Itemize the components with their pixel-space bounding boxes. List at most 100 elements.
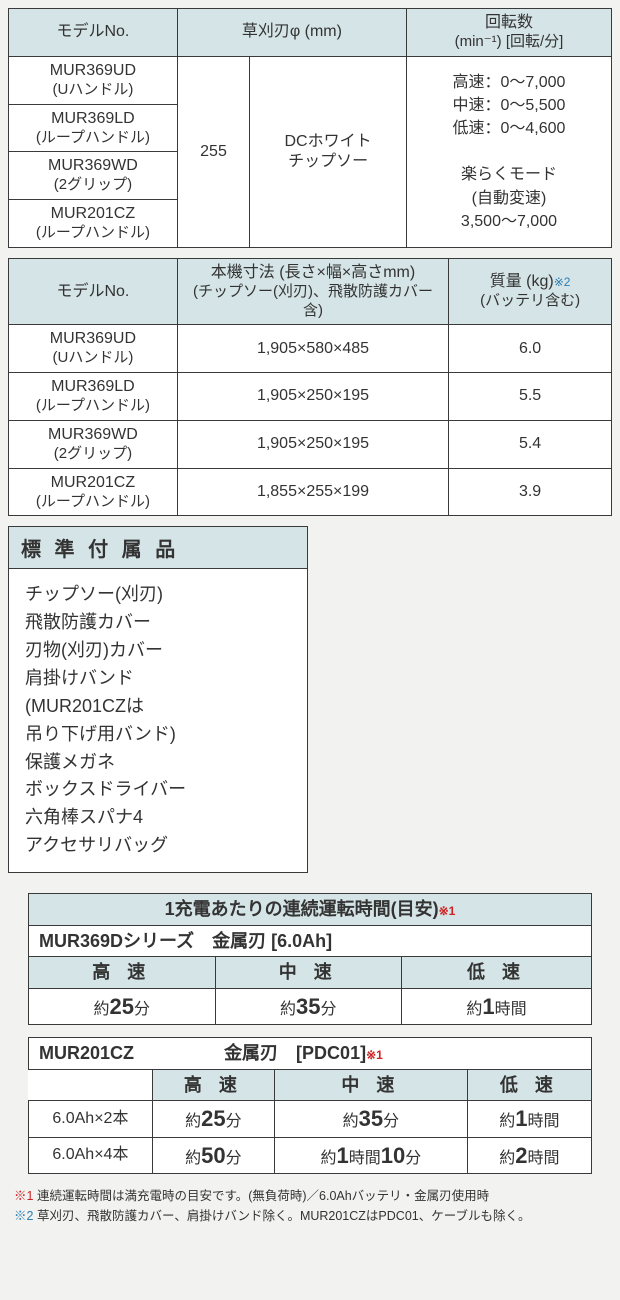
ref-mark-1: ※1 (439, 904, 456, 918)
val-num: 25 (201, 1106, 225, 1131)
footnotes: ※1 連続運転時間は満充電時の目安です。(無負荷時)／6.0Ahバッテリ・金属刃… (8, 1186, 612, 1226)
accessory-item: チップソー(刈刃) (25, 584, 163, 604)
runtime-table-2: MUR201CZ 金属刃 [PDC01]※1 高 速 中 速 低 速 6.0Ah… (28, 1037, 592, 1174)
model-handle: (ループハンドル) (15, 493, 171, 512)
accessories-box: 標 準 付 属 品 チップソー(刈刃) 飛散防護カバー 刃物(刈刃)カバー 肩掛… (8, 526, 308, 873)
spec-table-1: モデルNo. 草刈刃φ (mm) 回転数 (min⁻¹) [回転/分] MUR3… (8, 8, 612, 248)
val-suf: 時間 (495, 1001, 527, 1018)
accessory-item: 吊り下げ用バンド) (25, 724, 176, 744)
val-suf: 時間 (528, 1150, 560, 1167)
table-row: MUR369UD (Uハンドル) 1,905×580×485 6.0 (9, 325, 612, 373)
rpm-line: 中速：0～5,500 (453, 97, 566, 114)
val-pre: 約 (320, 1150, 336, 1167)
accessory-item: (MUR201CZは (25, 696, 144, 716)
mass-cell: 6.0 (449, 325, 612, 373)
product-right: 金属刃 [PDC01] (224, 1043, 366, 1063)
speed-mid: 中 速 (274, 1069, 467, 1101)
note-mark-1: ※1 (14, 1189, 33, 1203)
runtime-table-1: 1充電あたりの連続運転時間(目安)※1 MUR369Dシリーズ 金属刃 [6.0… (28, 893, 592, 1025)
mass-cell: 5.4 (449, 420, 612, 468)
table-row: MUR369LD(ループハンドル) 1,905×250×195 5.5 (9, 373, 612, 421)
speed-high: 高 速 (152, 1069, 274, 1101)
accessory-item: 肩掛けバンド (25, 668, 134, 688)
accessory-item: 刃物(刈刃)カバー (25, 640, 163, 660)
val-num: 25 (110, 994, 134, 1019)
note-text: 草刈刃、飛散防護カバー、肩掛けバンド除く。MUR201CZはPDC01、ケーブル… (37, 1209, 531, 1223)
model-cell: MUR201CZ (ループハンドル) (9, 468, 178, 516)
rpm-label: 回転数 (485, 14, 533, 31)
accessory-item: 六角棒スパナ4 (25, 807, 143, 827)
row-label: 6.0Ah×4本 (29, 1137, 153, 1174)
rpm-line: 楽らくモード (461, 166, 557, 183)
runtime-val: 約1時間10分 (274, 1137, 467, 1174)
model-cell: MUR369WD (2グリップ) (9, 152, 178, 200)
runtime-product: MUR201CZ 金属刃 [PDC01]※1 (29, 1038, 592, 1070)
dims-cell: 1,855×255×199 (177, 468, 448, 516)
model-name: MUR201CZ (51, 205, 135, 222)
model-name: MUR369WD (48, 426, 138, 443)
model-handle: (ループハンドル) (15, 224, 171, 243)
dims-cell: 1,905×580×485 (177, 325, 448, 373)
val-pre: 約 (280, 1001, 296, 1018)
runtime-val: 約50分 (152, 1137, 274, 1174)
runtime-val: 約1時間 (402, 988, 592, 1025)
val-suf: 分 (134, 1001, 150, 1018)
rpm-cell: 高速：0～7,000 中速：0～5,500 低速：0～4,600 楽らくモード … (406, 56, 611, 247)
model-name: MUR369UD (50, 330, 136, 347)
model-handle: (ループハンドル) (15, 397, 171, 416)
table-row: MUR201CZ (ループハンドル) 1,855×255×199 3.9 (9, 468, 612, 516)
model-name: MUR369WD (48, 157, 138, 174)
empty-corner (29, 1069, 153, 1101)
row-label: 6.0Ah×2本 (29, 1101, 153, 1138)
accessory-item: 飛散防護カバー (25, 612, 151, 632)
val-suf: 分 (321, 1001, 337, 1018)
table-row: 6.0Ah×2本 約25分 約35分 約1時間 (29, 1101, 592, 1138)
val-num: 35 (296, 994, 320, 1019)
dims-cell: 1,905×250×195 (177, 420, 448, 468)
model-cell: MUR369LD (ループハンドル) (9, 104, 178, 152)
val-pre: 約 (343, 1113, 359, 1130)
col-dims: 本機寸法 (長さ×幅×高さmm) (チップソー(刈刃)、飛散防護カバー含) (177, 258, 448, 325)
model-name: MUR369LD (51, 378, 135, 395)
table-row: MUR369WD (2グリップ) 1,905×250×195 5.4 (9, 420, 612, 468)
val-num: 50 (201, 1143, 225, 1168)
val-pre: 約 (466, 1001, 482, 1018)
ref-mark-2: ※2 (554, 275, 571, 289)
val-pre: 約 (94, 1001, 110, 1018)
dims-sub: (チップソー(刈刃)、飛散防護カバー含) (184, 283, 442, 321)
accessory-item: アクセサリバッグ (25, 835, 168, 855)
rpm-sub: (min⁻¹) [回転/分] (413, 33, 605, 52)
mass-cell: 3.9 (449, 468, 612, 516)
runtime-title-text: 1充電あたりの連続運転時間(目安) (165, 899, 439, 919)
runtime-val: 約2時間 (467, 1137, 591, 1174)
speed-low: 低 速 (402, 957, 592, 989)
footnote-1: ※1 連続運転時間は満充電時の目安です。(無負荷時)／6.0Ahバッテリ・金属刃… (14, 1186, 606, 1206)
runtime-val: 約25分 (29, 988, 216, 1025)
speed-mid: 中 速 (215, 957, 402, 989)
footnote-2: ※2 草刈刃、飛散防護カバー、肩掛けバンド除く。MUR201CZはPDC01、ケ… (14, 1206, 606, 1226)
diameter-cell: 255 (177, 56, 249, 247)
val-suf: 分 (226, 1150, 242, 1167)
model-name: MUR201CZ (51, 474, 135, 491)
val-pre: 約 (499, 1113, 515, 1130)
model-cell: MUR369UD (Uハンドル) (9, 325, 178, 373)
model-handle: (2グリップ) (15, 176, 171, 195)
speed-high: 高 速 (29, 957, 216, 989)
runtime-val: 約35分 (274, 1101, 467, 1138)
rpm-line: 高速：0～7,000 (453, 74, 566, 91)
col-blade: 草刈刃φ (mm) (177, 9, 406, 57)
rpm-line: (自動変速) (472, 190, 547, 207)
val-num: 1 (515, 1106, 527, 1131)
val-suf: 分 (226, 1113, 242, 1130)
model-handle: (ループハンドル) (15, 129, 171, 148)
val-pre: 約 (185, 1113, 201, 1130)
product-left: MUR201CZ (39, 1043, 134, 1063)
dims-label: 本機寸法 (長さ×幅×高さmm) (211, 264, 415, 281)
model-cell: MUR369LD (ループハンドル) (9, 373, 178, 421)
val-num: 1 (336, 1143, 348, 1168)
spec-table-2: モデルNo. 本機寸法 (長さ×幅×高さmm) (チップソー(刈刃)、飛散防護カ… (8, 258, 612, 517)
model-handle: (Uハンドル) (15, 349, 171, 368)
accessories-title: 標 準 付 属 品 (9, 527, 307, 569)
accessory-item: 保護メガネ (25, 752, 115, 772)
model-handle: (2グリップ) (15, 445, 171, 464)
